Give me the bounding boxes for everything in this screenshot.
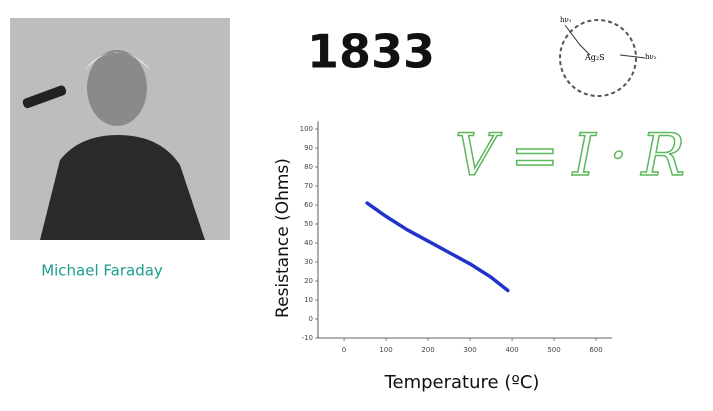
x-tick-label: 0 [342,346,346,354]
y-tick-label: 90 [304,144,313,152]
y-tick-label: 10 [304,296,313,304]
caption: Michael Faraday [41,262,163,280]
y-tick-label: 40 [304,239,313,247]
y-tick-label: 0 [309,315,313,323]
y-tick-label: 20 [304,277,313,285]
diagram-arrow [564,24,591,56]
portrait-hair [85,52,150,70]
y-tick-label: 60 [304,201,313,209]
y-tick-label: 30 [304,258,313,266]
x-tick-label: 600 [589,346,602,354]
diagram: hν₁ Ag₂S hν₂ [559,16,657,97]
y-tick-label: -10 [302,334,313,342]
y-tick-label: 80 [304,163,313,171]
data-line [365,201,510,293]
portrait [10,18,230,240]
y-tick-label: 50 [304,220,313,228]
y-axis-label: Resistance (Ohms) [273,158,293,318]
x-tick-label: 300 [463,346,476,354]
y-tick-label: 70 [304,182,313,190]
x-axis-label: Temperature (ºC) [384,372,540,393]
diagram-ring [559,19,637,97]
y-tick-label: 100 [300,125,313,133]
diagram-label: hν₁ [560,16,572,24]
diagram-label: Ag₂S [584,53,605,62]
x-tick-label: 100 [379,346,392,354]
plot: -10 0 10 20 30 40 50 60 70 80 90 100 0 100 200 300 400 50… [300,121,612,354]
portrait-head [87,50,147,126]
diagram-arrow [619,54,646,59]
slide-title: 1833 [307,25,435,79]
portrait-object [22,85,67,109]
diagram-label: hν₂ [645,53,657,61]
x-tick-label: 200 [421,346,434,354]
portrait-body [40,135,205,240]
x-tick-label: 400 [505,346,518,354]
x-tick-label: 500 [547,346,560,354]
